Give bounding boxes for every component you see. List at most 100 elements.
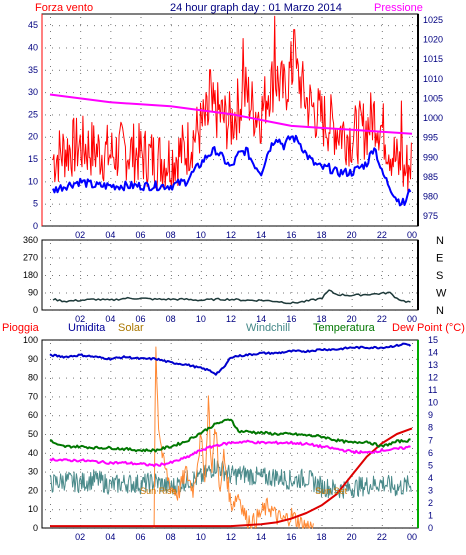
series-solar [153,346,314,529]
x-tick-label: 10 [196,532,206,542]
y-left-tick-label: 70 [28,391,38,401]
y-left-tick-label: 40 [28,42,38,52]
x-tick-label: 06 [135,230,145,240]
y-left-tick-label: 0 [33,221,38,231]
compass-tick-label: N [436,305,444,317]
x-tick-label: 18 [316,532,326,542]
x-tick-label: 12 [226,314,236,324]
y-left-tick-label: 360 [23,235,38,245]
series-media-vento [52,134,412,207]
x-tick-label: 00 [407,230,417,240]
x-tick-label: 04 [105,230,115,240]
data-series [49,15,413,529]
x-tick-label: 12 [226,532,236,542]
series-dew-point [49,439,411,468]
x-tick-label: 00 [407,532,417,542]
x-tick-label: 18 [316,314,326,324]
y-left-tick-label: 90 [28,354,38,364]
y-left-tick-label: 50 [28,429,38,439]
y-right-tick-label: 2 [428,498,433,508]
y-left-tick-label: 180 [23,270,38,280]
y-right-tick-label: 7 [428,435,433,445]
series-pressione [49,93,413,135]
series-temperatura [49,418,411,453]
y-right-tick-label: 12 [428,373,438,383]
annotation-label: Sun Rise [140,486,177,496]
y-left-tick-label: 25 [28,109,38,119]
y-left-tick-label: 5 [33,199,38,209]
y-right-tick-label: 13 [428,360,438,370]
panel-frames [41,13,419,529]
y-right-tick-label: 1025 [423,15,443,25]
legend-dew-point: Dew Point (°C) [392,322,465,334]
x-tick-label: 08 [166,314,176,324]
compass-tick-label: S [436,270,443,282]
x-tick-label: 20 [347,532,357,542]
y-left-tick-label: 10 [28,504,38,514]
y-right-tick-label: 980 [423,192,438,202]
y-right-tick-label: 0 [428,523,433,533]
annotation-label: Sun Set [315,486,348,496]
x-tick-label: 08 [166,230,176,240]
x-tick-label: 20 [347,230,357,240]
y-left-tick-label: 90 [28,288,38,298]
x-tick-label: 02 [75,314,85,324]
y-right-tick-label: 1005 [423,93,443,103]
x-tick-label: 12 [226,230,236,240]
x-tick-label: 16 [286,532,296,542]
series-forza-vento [52,15,412,192]
y-right-tick-label: 8 [428,423,433,433]
y-right-tick-label: 14 [428,348,438,358]
y-left-tick-label: 20 [28,132,38,142]
y-right-tick-label: 3 [428,485,433,495]
x-tick-label: 14 [256,532,266,542]
y-right-tick-label: 985 [423,172,438,182]
y-right-tick-label: 1010 [423,74,443,84]
x-tick-label: 20 [347,314,357,324]
y-right-tick-label: 1015 [423,54,443,64]
y-right-tick-label: 9 [428,410,433,420]
legend-temperatura: Temperatura [313,322,376,334]
x-tick-label: 00 [407,314,417,324]
y-left-tick-label: 10 [28,176,38,186]
series-windchill [49,458,412,499]
compass-tick-label: W [436,288,447,300]
x-tick-label: 06 [135,314,145,324]
legend-pioggia: Pioggia [2,322,40,334]
annotations: Sun Rise Sun Set [140,486,347,496]
x-tick-label: 22 [377,314,387,324]
y-right-tick-label: 1 [428,510,433,520]
x-tick-label: 06 [135,532,145,542]
x-tick-label: 18 [316,230,326,240]
y-left-tick-label: 45 [28,20,38,30]
y-left-tick-label: 15 [28,154,38,164]
y-right-tick-label: 6 [428,448,433,458]
y-left-tick-label: 0 [33,523,38,533]
legend-solar: Solar [118,322,144,334]
x-tick-label: 14 [256,314,266,324]
compass-tick-label: E [436,253,443,265]
wind-speed-label: Forza vento [35,2,93,14]
y-left-tick-label: 35 [28,65,38,75]
x-tick-label: 22 [377,532,387,542]
y-right-tick-label: 1020 [423,35,443,45]
y-right-tick-label: 990 [423,152,438,162]
series-direzione-vento [52,289,411,305]
x-tick-label: 22 [377,230,387,240]
y-left-tick-label: 270 [23,253,38,263]
y-left-tick-label: 100 [23,335,38,345]
y-left-tick-label: 40 [28,448,38,458]
y-right-tick-label: 975 [423,211,438,221]
x-tick-label: 16 [286,230,296,240]
x-tick-label: 08 [166,532,176,542]
y-right-tick-label: 11 [428,385,437,395]
y-right-tick-label: 10 [428,398,438,408]
y-right-tick-label: 995 [423,133,438,143]
y-left-tick-label: 80 [28,373,38,383]
legend-windchill: Windchill [246,322,290,334]
y-left-tick-label: 30 [28,87,38,97]
x-tick-label: 10 [196,230,206,240]
